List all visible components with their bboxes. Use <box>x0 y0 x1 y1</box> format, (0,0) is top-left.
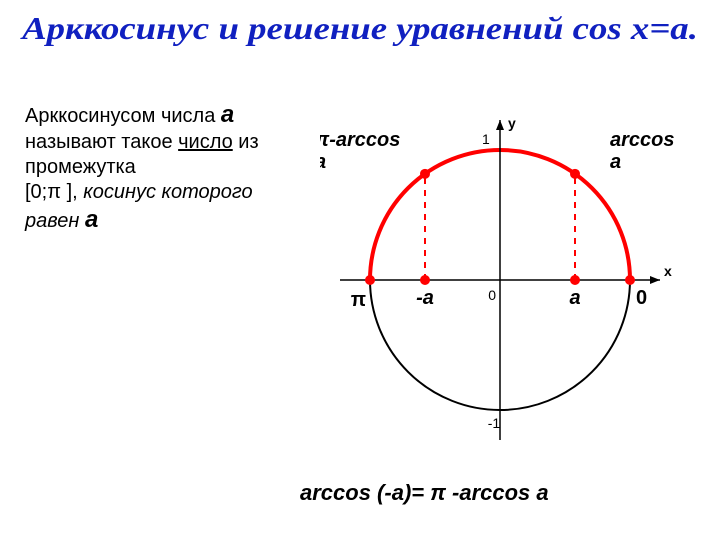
def-l4: [0;π ], <box>25 181 83 203</box>
def-l1: Арккосинусом числа <box>25 105 221 127</box>
page-title: Арккосинус и решение уравнений cos x=a. <box>0 10 720 47</box>
label-center-zero: 0 <box>488 287 496 303</box>
label-zero-right: 0 <box>636 287 647 309</box>
label-neg-a: -a <box>416 287 434 309</box>
label-y: y <box>508 115 516 131</box>
dot-a <box>570 275 580 285</box>
label-arccos-line1: arccos <box>610 129 675 151</box>
formula-text: arccos (-a)= π -arccos a <box>300 480 549 506</box>
def-l2-u: число <box>178 131 233 153</box>
label-neg-one: -1 <box>488 415 501 431</box>
x-arrow <box>650 276 660 284</box>
dot-pi <box>365 275 375 285</box>
def-l2: называют такое <box>25 131 178 153</box>
label-pi: π <box>351 289 366 311</box>
label-a: a <box>569 287 580 309</box>
label-one: 1 <box>482 131 490 147</box>
y-arrow <box>496 120 504 130</box>
dot-0 <box>625 275 635 285</box>
dot-pi-arccos <box>420 169 430 179</box>
label-arccos-line2: a <box>610 151 621 173</box>
def-var-a1: а <box>221 101 234 128</box>
label-pi-arccos-line1: π-arccos <box>320 129 400 151</box>
dot-arccos <box>570 169 580 179</box>
dot-neg-a <box>420 275 430 285</box>
definition-text: Арккосинусом числа а называют такое числ… <box>25 100 305 235</box>
label-pi-arccos-line2: a <box>320 151 326 173</box>
label-x: x <box>664 263 672 279</box>
unit-circle-diagram: yx1-10π0a-aarccosaπ-arccosa <box>320 80 690 450</box>
def-var-a2: а <box>85 206 98 233</box>
